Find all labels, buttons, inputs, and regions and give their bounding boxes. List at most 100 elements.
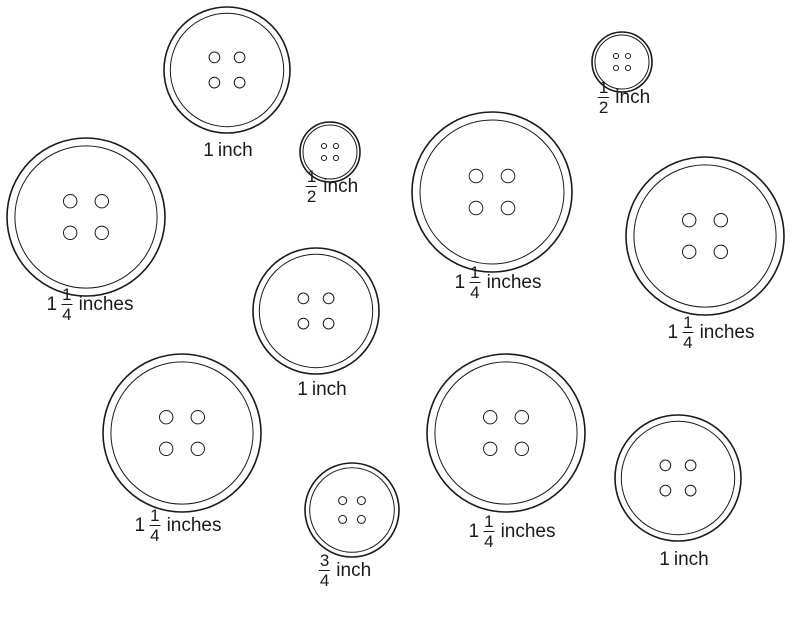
size-unit: inches [78,293,134,315]
button-9 [426,353,586,513]
size-label: 1 2 inch [597,77,651,117]
size-unit: inches [699,321,755,343]
button-hole [514,441,530,457]
button-hole [190,441,206,457]
fraction-numerator: 1 [597,77,610,98]
fraction-numerator: 1 [305,166,318,187]
button-hole [468,168,484,184]
fraction-denominator: 4 [150,525,160,545]
button-hole [684,459,697,472]
button-outer-rim [6,137,166,297]
fraction-numerator: 3 [318,550,331,571]
size-unit: inches [500,520,556,542]
button-outer-rim [426,353,586,513]
button-8 [102,353,262,513]
button-hole [356,514,366,524]
button-inner-rim [434,361,578,505]
size-unit: inch [217,139,253,161]
size-label: 1 1 4 inches [135,507,222,544]
button-hole [208,51,221,64]
button-hole [514,409,530,425]
button-outer-rim [299,121,361,183]
button-inner-rim [169,12,285,128]
button-hole [482,409,498,425]
button-hole [332,154,340,162]
button-hole [320,154,328,162]
button-hole [320,142,328,150]
button-hole [297,292,310,305]
button-hole [659,459,672,472]
button-5 [411,111,573,273]
button-hole [612,64,620,72]
button-hole [297,317,310,330]
size-unit: inch [323,175,359,197]
button-hole [322,317,335,330]
fraction-denominator: 4 [470,282,480,302]
button-hole [681,244,697,260]
button-hole [500,200,516,216]
button-7 [252,247,380,375]
fraction-denominator: 2 [598,97,609,117]
size-whole: 1 [659,548,670,570]
button-hole [190,409,206,425]
button-hole [624,52,632,60]
button-3 [591,31,653,93]
button-inner-rim [633,164,777,308]
size-unit: inch [673,548,709,570]
size-label: 1 inch [203,141,252,160]
size-unit: inches [166,514,222,536]
fraction-numerator: 1 [149,505,161,526]
button-hole [62,225,78,241]
button-4 [6,137,166,297]
button-hole [158,441,174,457]
size-label: 1 inch [297,380,346,399]
fraction-denominator: 4 [62,304,72,324]
button-hole [62,193,78,209]
button-outer-rim [304,462,400,558]
button-hole [624,64,632,72]
button-12 [614,414,742,542]
size-label: 1 1 4 inches [469,513,556,550]
button-inner-rim [14,145,158,289]
size-label: 1 2 inch [305,166,359,206]
size-label: 1 inch [659,550,708,569]
button-inner-rim [594,34,650,90]
button-inner-rim [258,253,374,369]
fraction-denominator: 4 [319,570,330,590]
size-unit: inches [486,271,542,293]
size-whole: 1 [468,520,480,542]
size-label: 1 1 4 inches [455,264,542,301]
size-unit: inch [311,378,347,400]
button-hole [468,200,484,216]
fraction-numerator: 1 [469,262,481,283]
size-whole: 1 [134,514,146,536]
button-outer-rim [411,111,573,273]
button-hole [356,496,366,506]
button-outer-rim [614,414,742,542]
size-unit: inch [336,559,372,581]
button-hole [659,484,672,497]
button-outer-rim [252,247,380,375]
button-hole [338,514,348,524]
button-outer-rim [625,156,785,316]
button-inner-rim [302,124,358,180]
button-2 [299,121,361,183]
button-inner-rim [620,420,736,536]
button-hole [681,212,697,228]
size-label: 1 1 4 inches [47,286,134,323]
button-hole [338,496,348,506]
fraction-denominator: 4 [484,531,494,551]
button-hole [713,212,729,228]
size-unit: inch [615,86,651,108]
button-10 [304,462,400,558]
button-6 [625,156,785,316]
size-label: 3 4 inch [318,550,372,590]
fraction-numerator: 1 [483,511,495,532]
fraction-denominator: 2 [306,186,317,206]
fraction-numerator: 1 [682,312,694,333]
